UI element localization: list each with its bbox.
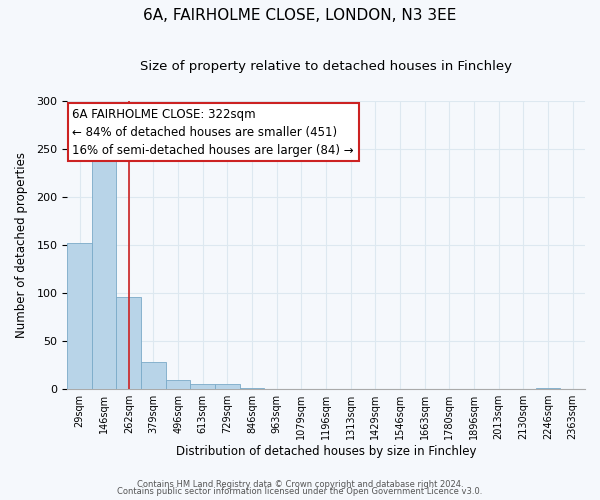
Bar <box>116 298 141 388</box>
Bar <box>141 362 166 388</box>
Text: Contains HM Land Registry data © Crown copyright and database right 2024.: Contains HM Land Registry data © Crown c… <box>137 480 463 489</box>
Text: Contains public sector information licensed under the Open Government Licence v3: Contains public sector information licen… <box>118 488 482 496</box>
Y-axis label: Number of detached properties: Number of detached properties <box>15 152 28 338</box>
Bar <box>190 384 215 388</box>
Title: Size of property relative to detached houses in Finchley: Size of property relative to detached ho… <box>140 60 512 73</box>
Text: 6A, FAIRHOLME CLOSE, LONDON, N3 3EE: 6A, FAIRHOLME CLOSE, LONDON, N3 3EE <box>143 8 457 22</box>
X-axis label: Distribution of detached houses by size in Finchley: Distribution of detached houses by size … <box>176 444 476 458</box>
Bar <box>92 156 116 388</box>
Bar <box>166 380 190 388</box>
Bar <box>67 242 92 388</box>
Bar <box>215 384 240 388</box>
Text: 6A FAIRHOLME CLOSE: 322sqm
← 84% of detached houses are smaller (451)
16% of sem: 6A FAIRHOLME CLOSE: 322sqm ← 84% of deta… <box>73 108 354 157</box>
